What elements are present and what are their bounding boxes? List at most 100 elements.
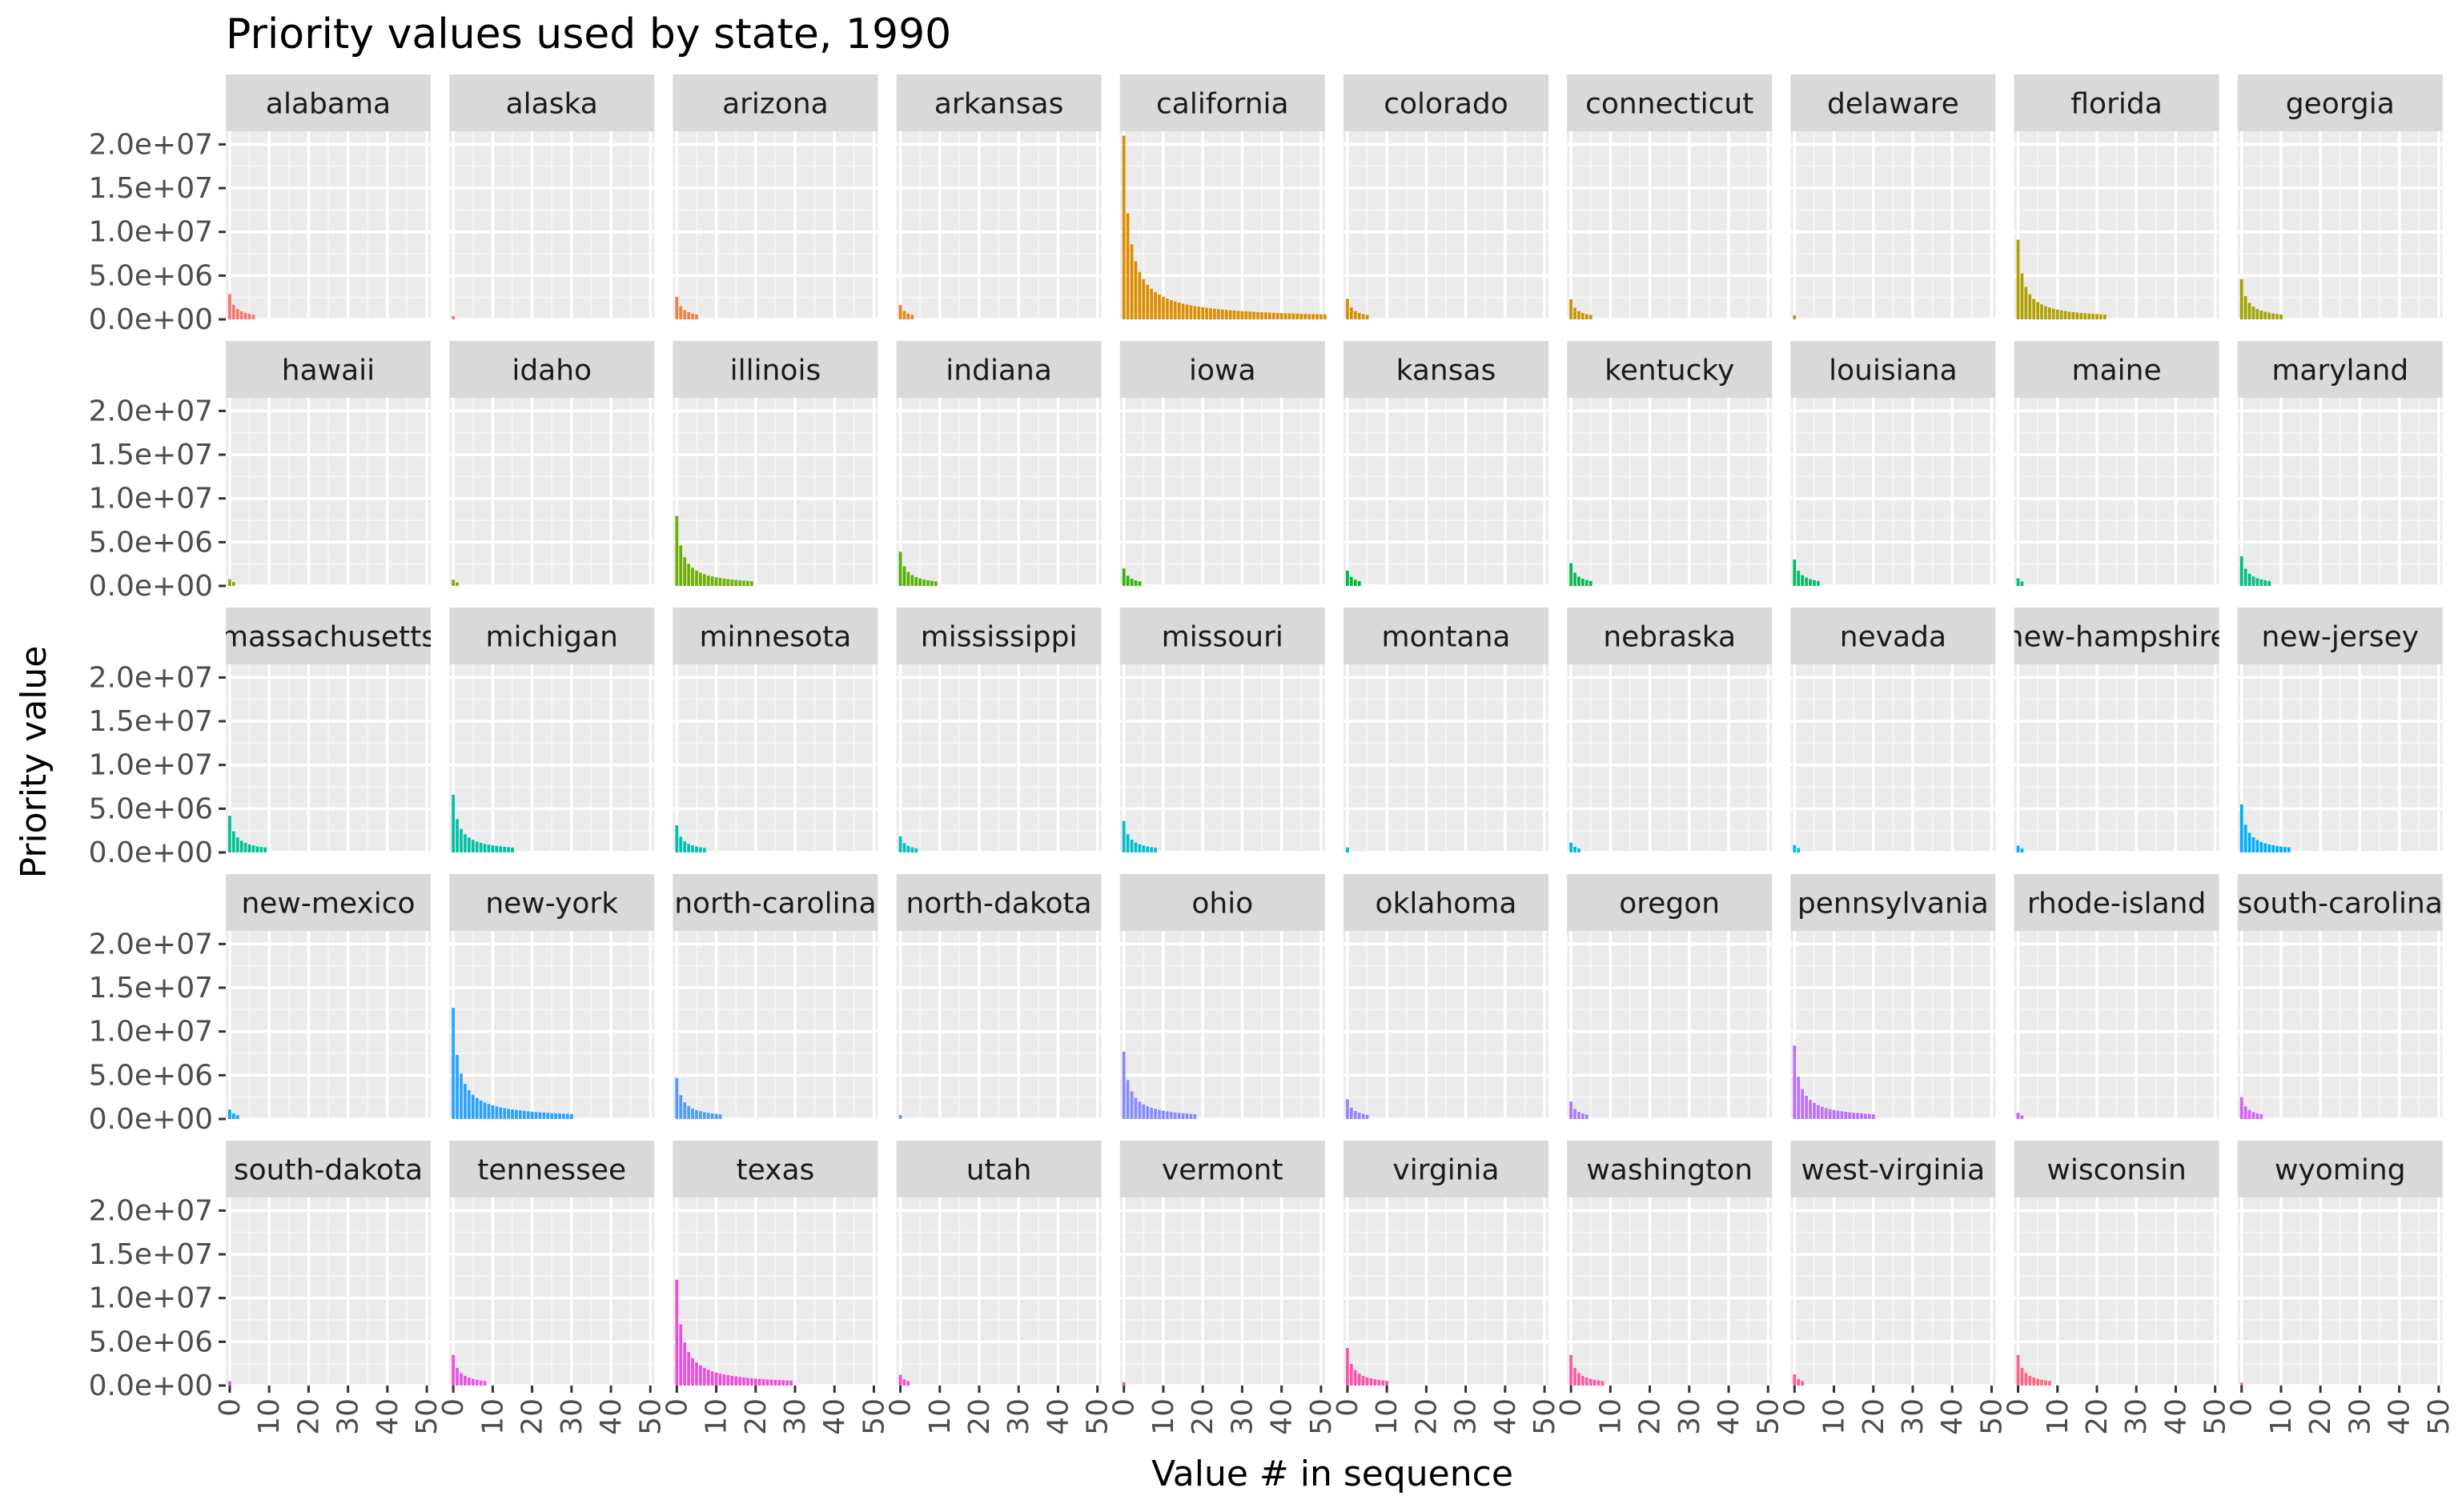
bar — [1381, 1380, 1385, 1386]
y-tick-label: 5.0e+06 — [89, 259, 213, 292]
bar — [1252, 311, 1256, 319]
bar — [683, 1342, 687, 1386]
bar — [765, 1379, 769, 1386]
facet-delaware: delaware — [1790, 74, 1996, 321]
bar — [1801, 575, 1805, 586]
bar — [483, 1381, 487, 1386]
facet-strip — [1119, 341, 1325, 398]
x-tick-label: 0 — [1778, 1398, 1811, 1417]
facet-label: montana — [1382, 621, 1511, 654]
bar — [251, 845, 255, 852]
facet-strip — [1567, 608, 1773, 664]
bar — [902, 1379, 906, 1386]
bar — [1596, 1380, 1601, 1386]
bar — [2251, 307, 2255, 319]
bar — [251, 315, 255, 319]
bar — [1569, 299, 1572, 319]
bar — [1193, 1113, 1197, 1119]
bar — [2267, 312, 2271, 319]
bar — [742, 1377, 745, 1386]
facet-mississippi: mississippi — [896, 608, 1102, 854]
facet-strip — [1567, 74, 1773, 131]
facet-vermont: vermont 0 10 20 30 40 50 — [1108, 1141, 1338, 1435]
facet-label: iowa — [1189, 355, 1256, 387]
facet-strip — [1119, 74, 1325, 131]
facet-label: maryland — [2271, 355, 2408, 387]
x-tick-label: 20 — [1187, 1398, 1219, 1435]
facet-strip — [1567, 1141, 1773, 1197]
bar — [2071, 311, 2075, 319]
bar — [2243, 1106, 2247, 1119]
bar — [460, 1373, 463, 1386]
bar — [1158, 1109, 1161, 1119]
x-tick-label: 50 — [1975, 1398, 2008, 1435]
facet-label: michigan — [485, 621, 617, 654]
facet-oklahoma: oklahoma — [1343, 874, 1548, 1121]
facet-label: new-jersey — [2262, 621, 2420, 654]
bar — [1357, 1374, 1361, 1386]
bar — [2279, 314, 2283, 319]
bar — [906, 845, 910, 852]
bar — [691, 845, 694, 852]
facet-label: wyoming — [2275, 1154, 2406, 1187]
facet-label: new-mexico — [241, 888, 415, 920]
bar — [710, 576, 714, 586]
y-tick-label: 1.5e+07 — [89, 705, 213, 738]
bar — [1248, 311, 1252, 319]
bar — [499, 1107, 503, 1119]
bar — [511, 847, 514, 852]
x-tick-label: 10 — [2265, 1398, 2298, 1435]
x-tick-label: 10 — [1371, 1398, 1404, 1435]
x-tick-label: 50 — [857, 1398, 890, 1435]
x-tick-label: 30 — [779, 1398, 812, 1435]
x-tick-label: 40 — [595, 1398, 628, 1435]
facet-label: kansas — [1396, 355, 1496, 387]
bar — [726, 1375, 730, 1386]
bar — [910, 575, 914, 586]
bar — [683, 310, 687, 319]
facet-strip — [896, 874, 1102, 931]
bar — [479, 1380, 483, 1386]
facet-label: ohio — [1191, 888, 1253, 920]
bar — [1793, 844, 1797, 852]
facet-label: alabama — [266, 88, 391, 121]
bar — [2095, 314, 2099, 319]
bar — [1158, 295, 1161, 319]
bar — [738, 580, 741, 586]
x-tick-label: 50 — [2423, 1398, 2456, 1435]
bar — [1573, 1109, 1576, 1119]
bar — [1573, 572, 1576, 586]
bar — [906, 572, 910, 586]
bar — [699, 1366, 702, 1386]
bar — [1150, 288, 1154, 319]
y-tick-label: 0.0e+00 — [89, 836, 213, 869]
bar — [1189, 305, 1193, 319]
facet-strip — [1790, 74, 1996, 131]
facet-strip — [449, 341, 655, 398]
bar — [550, 1113, 554, 1119]
bar — [1138, 844, 1142, 852]
bar — [460, 1073, 463, 1119]
bar — [538, 1112, 542, 1119]
bar — [2024, 1373, 2028, 1386]
bar — [898, 836, 902, 852]
bar — [452, 580, 455, 586]
x-tick-label: 20 — [963, 1398, 996, 1435]
bar — [566, 1113, 569, 1119]
facet-strip — [226, 74, 431, 131]
x-tick-label: 20 — [2081, 1398, 2114, 1435]
bar — [562, 1113, 565, 1119]
bar — [902, 311, 906, 319]
bar — [456, 582, 459, 586]
bar — [695, 1109, 698, 1119]
bar — [1357, 1113, 1361, 1119]
bar — [1185, 1113, 1189, 1119]
bar — [789, 1380, 793, 1386]
bar — [1236, 311, 1240, 319]
x-tick-label: 20 — [292, 1398, 325, 1435]
bar — [687, 844, 690, 852]
bar — [722, 1374, 726, 1386]
facet-california: california — [1119, 74, 1327, 321]
facet-texas: texas 0 10 20 30 40 50 — [661, 1141, 890, 1435]
bar — [706, 1370, 710, 1386]
